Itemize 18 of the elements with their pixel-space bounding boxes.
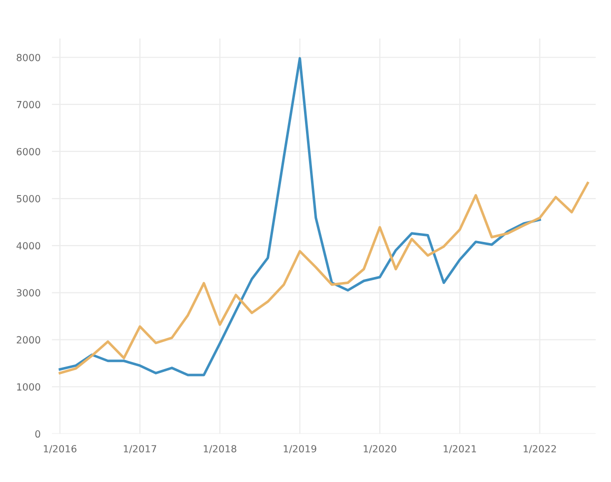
line-series <box>58 57 541 376</box>
y-tick-label: 4000 <box>16 242 40 250</box>
y-tick-label: 2000 <box>16 336 40 344</box>
x-tick-label: 1/2018 <box>204 445 236 454</box>
x-tick-label: 1/2016 <box>44 445 76 454</box>
y-tick-label: 3000 <box>16 289 40 296</box>
x-tick-label: 1/2021 <box>444 445 476 454</box>
y-tick-label: 5000 <box>16 195 40 202</box>
line-series <box>58 182 589 374</box>
x-tick-label: 1/2020 <box>364 445 396 454</box>
y-tick-label: 7000 <box>16 100 40 108</box>
y-tick-label: 0 <box>35 430 40 438</box>
x-tick-label: 1/2017 <box>124 445 156 454</box>
y-tick-label: 1000 <box>17 383 40 391</box>
y-tick-label: 6000 <box>16 148 40 156</box>
x-tick-label: 1/2022 <box>524 445 556 454</box>
x-tick-label: 1/2019 <box>284 445 316 454</box>
y-tick-label: 8000 <box>16 54 40 62</box>
